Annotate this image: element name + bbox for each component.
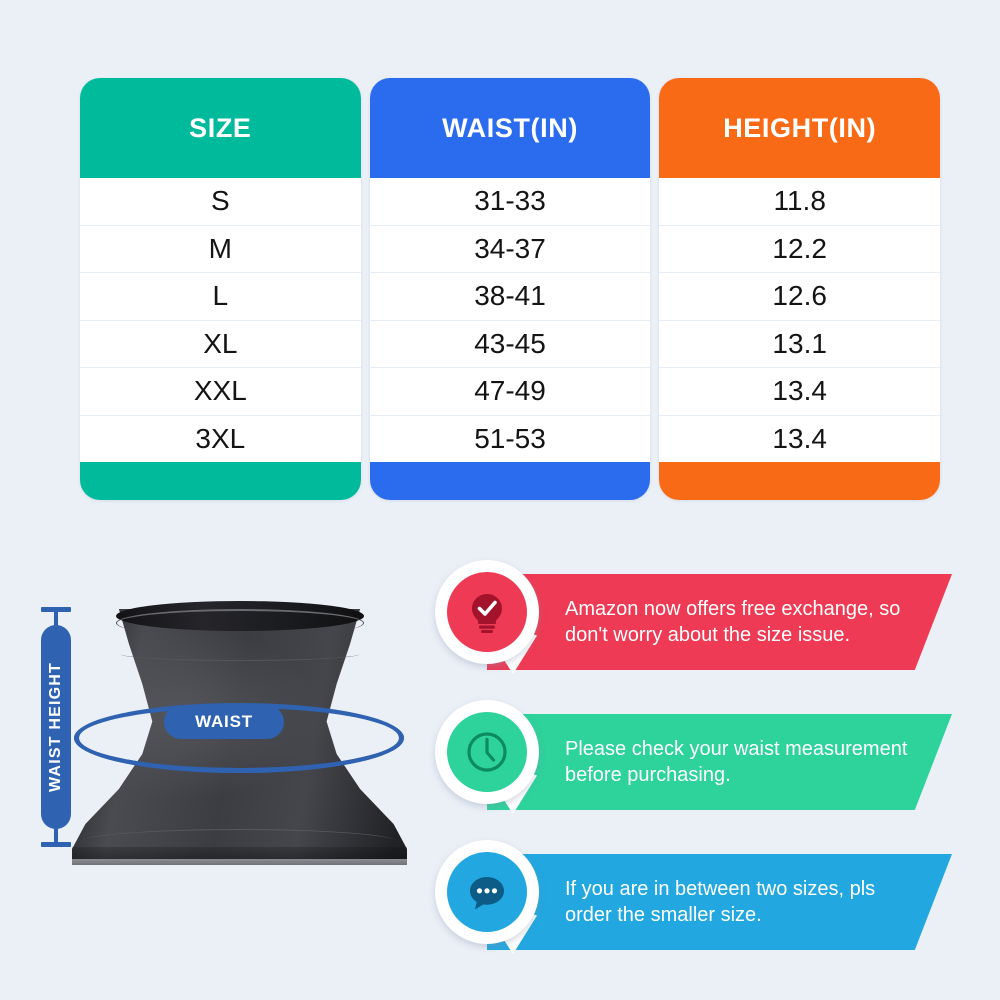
measure-height-icon: WAIST HEIGHT [38, 607, 74, 847]
tip-ribbon-exchange: Amazon now offers free exchange, so don'… [487, 574, 952, 670]
column-footer-size [80, 462, 361, 500]
table-row: 3XL [195, 422, 246, 454]
table-row: 34-37 [369, 226, 651, 273]
tip-text: Amazon now offers free exchange, so don'… [565, 598, 901, 646]
belt-seam-bottom [80, 829, 398, 855]
table-row: 51-53 [474, 422, 546, 454]
table-row: 47-49 [369, 368, 651, 416]
tip-ribbon-smaller-size: If you are in between two sizes, pls ord… [487, 854, 952, 950]
list-item: Please check your waist measurement befo… [435, 692, 955, 832]
table-row: L [80, 273, 361, 321]
size-chart-table: SIZE S M L XL XXL 3XL WAIST(IN) 31-33 34… [80, 78, 941, 500]
table-column-height: HEIGHT(IN) 11.8 12.2 12.6 13.1 13.4 13.4 [659, 78, 941, 500]
belt-top-rim [116, 609, 364, 637]
waist-label: WAIST [195, 712, 253, 731]
table-column-waist: WAIST(IN) 31-33 34-37 38-41 43-45 47-49 … [369, 78, 651, 500]
lightbulb-check-icon [447, 572, 527, 652]
column-footer-height [659, 462, 941, 500]
waist-height-label: WAIST HEIGHT [47, 662, 64, 792]
table-row: 12.2 [659, 226, 941, 273]
product-illustration: WAIST HEIGHT WAIST [14, 575, 424, 985]
gauge-tick-top [41, 607, 71, 612]
chat-bubble-dots-icon [447, 852, 527, 932]
table-row: XL [80, 321, 361, 368]
column-footer-waist [369, 462, 651, 500]
list-item: Amazon now offers free exchange, so don'… [435, 552, 955, 692]
column-header-size: SIZE [80, 78, 361, 178]
tip-ribbon-measure: Please check your waist measurement befo… [487, 714, 952, 810]
list-item: If you are in between two sizes, pls ord… [435, 832, 955, 972]
tip-text: If you are in between two sizes, pls ord… [565, 878, 876, 926]
column-header-waist: WAIST(IN) [369, 78, 651, 178]
sizing-tips-list: Amazon now offers free exchange, so don'… [435, 552, 955, 972]
tip-badge-smaller-size [435, 840, 539, 958]
table-row: 13.4 [659, 368, 941, 416]
column-header-height: HEIGHT(IN) [659, 78, 941, 178]
column-body-size: S M L XL XXL 3XL [80, 178, 361, 462]
gauge-tick-bottom [41, 842, 71, 847]
tip-badge-measure [435, 700, 539, 818]
waist-height-pill: WAIST HEIGHT [41, 625, 71, 829]
belt-seam-top [120, 647, 360, 661]
table-column-size: SIZE S M L XL XXL 3XL [80, 78, 361, 500]
table-row: 12.6 [659, 273, 941, 321]
table-row: 13.1 [659, 321, 941, 368]
waist-trainer-belt-image: WAIST [72, 595, 407, 865]
table-row: 31-33 [369, 178, 651, 226]
table-row: M [80, 226, 361, 273]
column-body-height: 11.8 12.2 12.6 13.1 13.4 13.4 [659, 178, 941, 462]
tip-badge-exchange [435, 560, 539, 678]
column-body-waist: 31-33 34-37 38-41 43-45 47-49 51-53 [369, 178, 651, 462]
clock-icon [447, 712, 527, 792]
table-row: 11.8 [659, 178, 941, 226]
table-row: 13.4 [772, 422, 827, 454]
waist-pill: WAIST [164, 705, 284, 739]
table-row: XXL [80, 368, 361, 416]
table-row: S [80, 178, 361, 226]
table-row: 43-45 [369, 321, 651, 368]
table-row: 38-41 [369, 273, 651, 321]
tip-text: Please check your waist measurement befo… [565, 738, 908, 786]
